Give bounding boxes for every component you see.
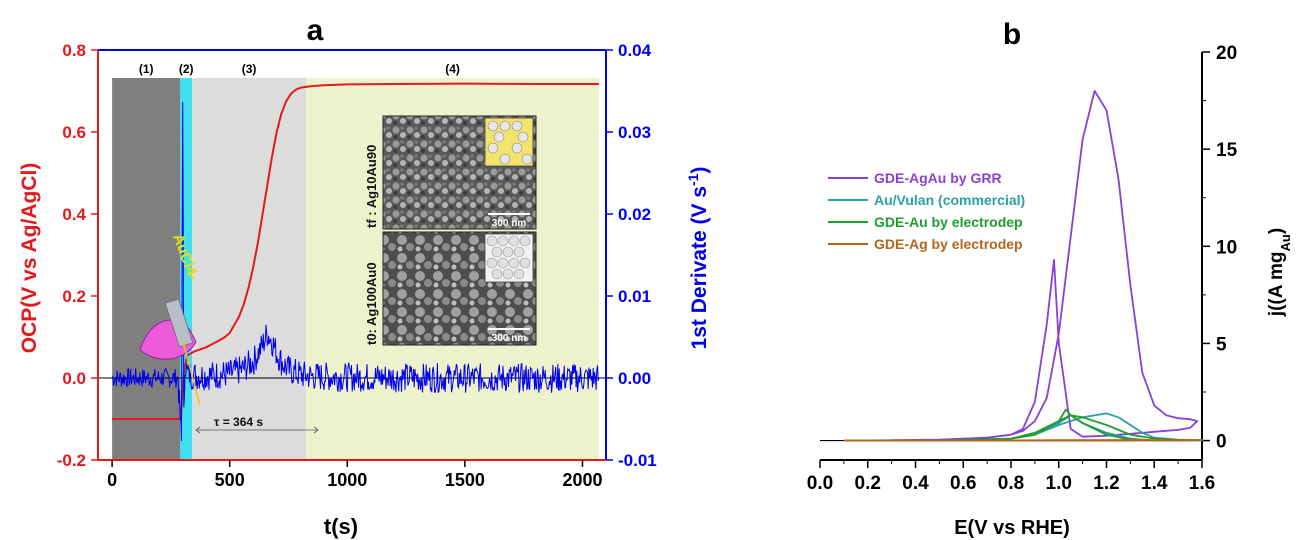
a-y-right-tick-label: -0.01	[618, 451, 657, 470]
a-x-tick-label: 500	[215, 470, 245, 490]
panel-b: 0.0 0.2 0.4 0.6 0.8 1.0 1.2 1.4 1.60 5 10 15 20 GDE-…	[807, 18, 1293, 539]
a-xlabel: t(s)	[324, 514, 358, 539]
sem-top-label: tf : Ag10Au90	[364, 145, 379, 228]
a-y-left-tick-label: 0.8	[62, 41, 86, 60]
a-y-right-tick-label: 0.02	[618, 205, 651, 224]
a-regions	[112, 78, 599, 460]
a-ylabel-left: OCP(V vs Ag/AgCl)	[18, 163, 41, 354]
a-y-left-tick-label: 0.0	[62, 369, 86, 388]
a-y-left-tick-label: 0.6	[62, 123, 86, 142]
region-label-1: (1)	[139, 62, 154, 76]
sem-bottom-label: t0: Ag100Au0	[364, 262, 379, 345]
b-y-tick-label: 5	[1216, 334, 1227, 355]
tau-label: τ = 364 s	[214, 415, 263, 429]
b-x-tick-label: 0.4	[902, 473, 929, 494]
a-x-tick-label: 1500	[445, 470, 485, 490]
region-label-4: (4)	[445, 62, 460, 76]
b-x-tick-label: 0.2	[855, 473, 881, 494]
b-x-tick-label: 0.6	[950, 473, 976, 494]
a-ylabel-right: 1st Derivate (V s-1)	[685, 167, 711, 350]
region-3	[192, 78, 307, 460]
b-series	[843, 90, 1203, 442]
legend-label: GDE-AgAu by GRR	[874, 170, 1002, 186]
a-y-right-tick-label: 0.03	[618, 123, 651, 142]
a-x-tick-label: 1000	[327, 470, 367, 490]
panel-b-label: b	[1003, 18, 1021, 51]
panel-a: (1) (2) (3) (4)	[18, 14, 711, 539]
b-x-tick-label: 0.0	[807, 473, 833, 494]
a-axes: 0 500 1000 1500 2000 -0.2 0.0 0.2 0.4 0.6 0.8 -0.01…	[57, 41, 657, 490]
b-axes: 0.0 0.2 0.4 0.6 0.8 1.0 1.2 1.4 1.60 5 10 15 20	[807, 43, 1238, 494]
region-2	[180, 78, 193, 460]
a-y-right-tick-label: 0.04	[618, 41, 652, 60]
region-label-3: (3)	[242, 62, 257, 76]
legend-label: Au/Vulan (commercial)	[874, 192, 1025, 208]
b-x-tick-label: 1.6	[1189, 473, 1215, 494]
b-x-tick-label: 1.0	[1046, 473, 1072, 494]
b-series-line-4	[843, 439, 1203, 442]
b-y-tick-label: 0	[1216, 432, 1227, 453]
lattice-inset-bottom	[484, 233, 534, 283]
legend-label: GDE-Ag by electrodep	[874, 236, 1023, 252]
a-y-left-tick-label: -0.2	[57, 451, 86, 470]
a-y-right-tick-label: 0.01	[618, 287, 651, 306]
panel-a-label: a	[307, 14, 324, 47]
region-1	[112, 78, 181, 460]
a-x-tick-label: 0	[107, 470, 117, 490]
tau-annotation: τ = 364 s	[195, 415, 319, 434]
b-legend: GDE-AgAu by GRR Au/Vulan (commercial) GDE-…	[828, 170, 1025, 252]
a-y-left-tick-label: 0.2	[62, 287, 86, 306]
b-y-tick-label: 10	[1216, 237, 1237, 258]
scale-bar-bottom-label: 300 nm	[492, 333, 527, 344]
b-xlabel: E(V vs RHE)	[954, 517, 1070, 539]
b-ylabel: j((A mgAu)	[1266, 228, 1293, 317]
b-series-line-1	[843, 90, 1199, 442]
pipette-illustration: AuCl4-	[139, 232, 202, 406]
scale-bar-top-label: 300 nm	[492, 218, 527, 229]
sem-insets: 300 nm 300 nm tf : Ag10Au90 t0: Ag100Au0	[364, 115, 537, 346]
a-y-right-tick-label: 0.00	[618, 369, 651, 388]
b-y-tick-label: 20	[1216, 43, 1237, 64]
b-x-tick-label: 0.8	[998, 473, 1024, 494]
a-region-labels: (1) (2) (3) (4)	[139, 62, 460, 76]
a-y-left-tick-label: 0.4	[62, 205, 86, 224]
b-y-tick-label: 15	[1216, 140, 1238, 161]
lattice-inset-top	[484, 117, 534, 167]
b-x-tick-label: 1.2	[1093, 473, 1119, 494]
a-x-tick-label: 2000	[562, 470, 602, 490]
region-label-2: (2)	[179, 62, 194, 76]
b-x-tick-label: 1.4	[1141, 473, 1168, 494]
legend-label: GDE-Au by electrodep	[874, 214, 1023, 230]
ocp-series-line	[112, 82, 599, 420]
